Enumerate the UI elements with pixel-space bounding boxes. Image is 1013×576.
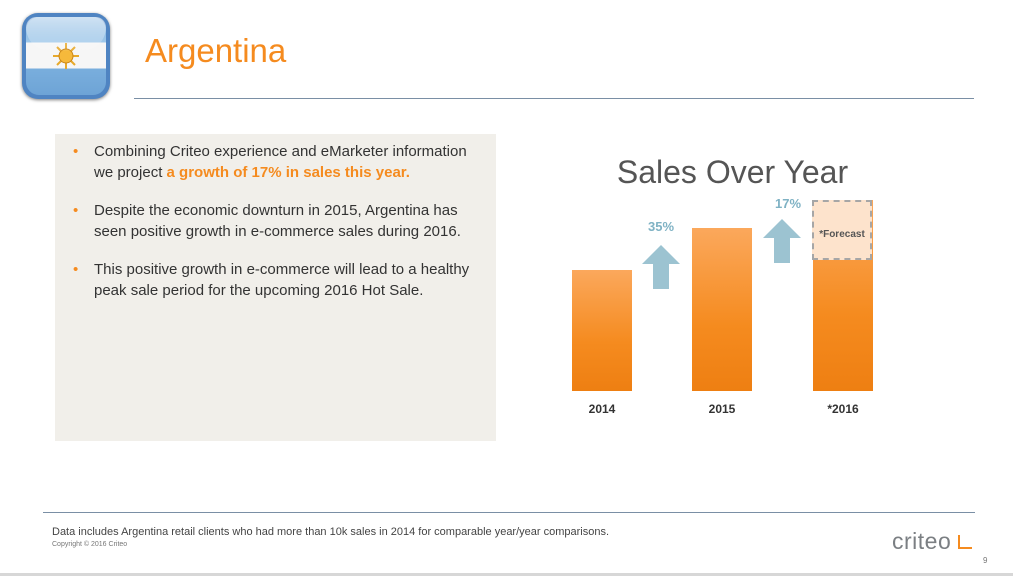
x-tick-label: 2014 (588, 402, 616, 416)
bullet-text: Combining Criteo experience and eMarkete… (94, 143, 467, 181)
title-divider (134, 98, 974, 99)
bullet-text: Despite the economic downturn in 2015, A… (94, 202, 461, 240)
footer-divider (43, 512, 975, 513)
bullet-item: This positive growth in e-commerce will … (73, 260, 473, 301)
up-arrow-icon (642, 245, 680, 289)
x-tick-label: 2015 (708, 402, 736, 416)
growth-label: 17% (774, 196, 802, 211)
bar-2015 (692, 227, 752, 391)
x-tick-label: *2016 (827, 402, 859, 416)
bullet-highlight: a growth of 17% in sales this year. (166, 163, 410, 181)
up-arrow-icon (763, 219, 801, 263)
bullet-list: Combining Criteo experience and eMarkete… (73, 142, 473, 319)
criteo-logo-mark (958, 535, 972, 549)
forecast-box: *Forecast (812, 200, 872, 260)
bullet-item: Despite the economic downturn in 2015, A… (73, 201, 473, 242)
chart-title: Sales Over Year (616, 154, 849, 190)
summary-textbox: Combining Criteo experience and eMarkete… (55, 134, 496, 441)
argentina-flag-icon (22, 13, 110, 99)
copyright: Copyright © 2016 Criteo (52, 541, 128, 548)
footnote: Data includes Argentina retail clients w… (52, 526, 610, 538)
bullet-text: This positive growth in e-commerce will … (94, 261, 470, 299)
bullet-item: Combining Criteo experience and eMarkete… (73, 142, 473, 183)
slide-title: Argentina (145, 32, 287, 69)
growth-label: 35% (647, 219, 675, 234)
bar-2014 (572, 270, 632, 391)
page-number: 9 (983, 556, 988, 565)
slide-edge (0, 573, 1013, 576)
criteo-logo: criteo (892, 528, 952, 554)
